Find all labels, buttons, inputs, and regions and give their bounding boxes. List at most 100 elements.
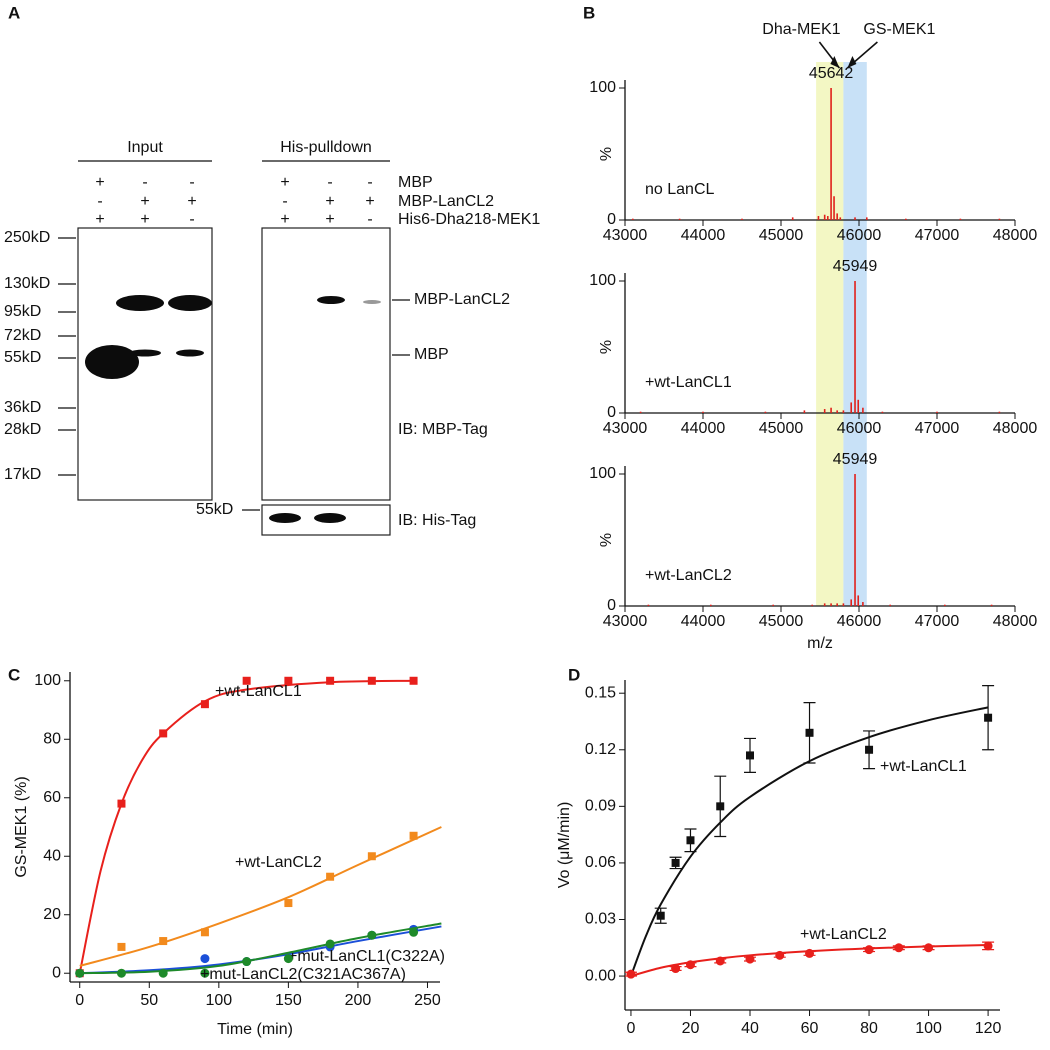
x-axis-title: m/z: [807, 635, 833, 652]
x-tick-label: 44000: [681, 227, 726, 244]
size-marker: 72kD: [4, 327, 41, 344]
peak-label: 45949: [833, 451, 878, 468]
point: [409, 927, 419, 937]
y-tick-label: 100: [34, 672, 61, 689]
size-marker: 55kD: [4, 349, 41, 366]
x-tick-label: 0: [75, 992, 84, 1009]
sign: -: [142, 174, 147, 191]
x-tick-label: 46000: [837, 227, 882, 244]
point: [242, 957, 252, 967]
point: [200, 700, 209, 709]
point: [200, 954, 210, 964]
x-tick-label: 48000: [993, 613, 1038, 630]
point: [864, 945, 874, 955]
point: [200, 928, 209, 937]
point: [325, 939, 335, 949]
blot-header: His-pulldown: [280, 139, 372, 156]
x-tick-label: 200: [345, 992, 372, 1009]
point: [117, 942, 126, 951]
point: [924, 943, 934, 953]
y-tick-label: 40: [43, 847, 61, 864]
point: [626, 969, 636, 979]
sign: -: [189, 211, 194, 228]
size-marker: 250kD: [4, 229, 50, 246]
y-tick-label: 0.00: [585, 967, 616, 984]
y-tick-label: 0: [52, 964, 61, 981]
x-tick-label: 43000: [603, 613, 648, 630]
point: [159, 729, 168, 738]
sign: -: [282, 193, 287, 210]
series-label: +wt-LanCL1: [880, 758, 967, 775]
size-marker: 17kD: [4, 466, 41, 483]
y-tick-label: 20: [43, 906, 61, 923]
peak-label: 45949: [833, 258, 878, 275]
point: [326, 872, 335, 881]
highlight-label: Dha-MEK1: [762, 21, 840, 38]
size-marker: 95kD: [4, 303, 41, 320]
y-axis-title: %: [598, 147, 615, 161]
point: [367, 676, 376, 685]
fit-line: [630, 706, 989, 977]
point: [242, 676, 251, 685]
sign: +: [187, 193, 196, 210]
point: [716, 802, 725, 811]
size-marker: 55kD: [196, 501, 233, 518]
y-tick-label: 0.15: [585, 684, 616, 701]
series-label: +wt-LanCL2: [800, 926, 887, 943]
point: [116, 968, 126, 978]
band-label: MBP: [414, 346, 449, 363]
x-tick-label: 47000: [915, 613, 960, 630]
arrow-head: [830, 56, 840, 68]
y-tick-label: 100: [589, 272, 616, 289]
point: [746, 751, 754, 760]
y-axis-title: GS-MEK1 (%): [13, 776, 30, 877]
highlight-label: GS-MEK1: [863, 21, 935, 38]
point: [117, 799, 126, 808]
x-tick-label: 46000: [837, 613, 882, 630]
x-tick-label: 120: [975, 1020, 1002, 1037]
point: [671, 858, 680, 867]
sign: +: [325, 211, 334, 228]
sign: +: [140, 193, 149, 210]
panel-label: B: [583, 3, 595, 22]
sign: +: [140, 211, 149, 228]
arrow-head: [847, 56, 857, 68]
y-tick-label: 100: [589, 79, 616, 96]
point: [983, 941, 993, 951]
row-label: His6-Dha218-MEK1: [398, 211, 540, 228]
size-marker: 28kD: [4, 421, 41, 438]
x-tick-label: 60: [801, 1020, 819, 1037]
point: [685, 960, 695, 970]
series-label: +mut-LanCL2(C321AC367A): [200, 966, 406, 983]
y-axis-title: %: [598, 340, 615, 354]
point: [284, 899, 293, 908]
x-tick-label: 47000: [915, 227, 960, 244]
x-tick-label: 80: [860, 1020, 878, 1037]
point: [159, 937, 168, 946]
y-tick-label: 0.09: [585, 798, 616, 815]
point: [865, 745, 874, 754]
y-axis-title: Vo (μM/min): [556, 802, 573, 889]
x-tick-label: 47000: [915, 420, 960, 437]
blot-bands: [85, 295, 381, 523]
y-tick-label: 0.03: [585, 911, 616, 928]
point: [409, 831, 418, 840]
x-tick-label: 45000: [759, 420, 804, 437]
x-tick-label: 44000: [681, 420, 726, 437]
spectrum-label: no LanCL: [645, 181, 714, 198]
point: [283, 954, 293, 964]
point: [200, 968, 210, 978]
highlight-band: [816, 62, 844, 606]
point: [671, 964, 681, 974]
y-tick-label: 0: [607, 211, 616, 228]
sign: +: [95, 174, 104, 191]
x-tick-label: 100: [915, 1020, 942, 1037]
y-tick-label: 0: [607, 404, 616, 421]
ib-label: IB: His-Tag: [398, 512, 476, 529]
fit-line: [79, 826, 442, 967]
point: [745, 954, 755, 964]
point: [805, 948, 815, 958]
x-tick-label: 45000: [759, 227, 804, 244]
point: [75, 968, 85, 978]
x-axis-title: Time (min): [217, 1021, 293, 1038]
